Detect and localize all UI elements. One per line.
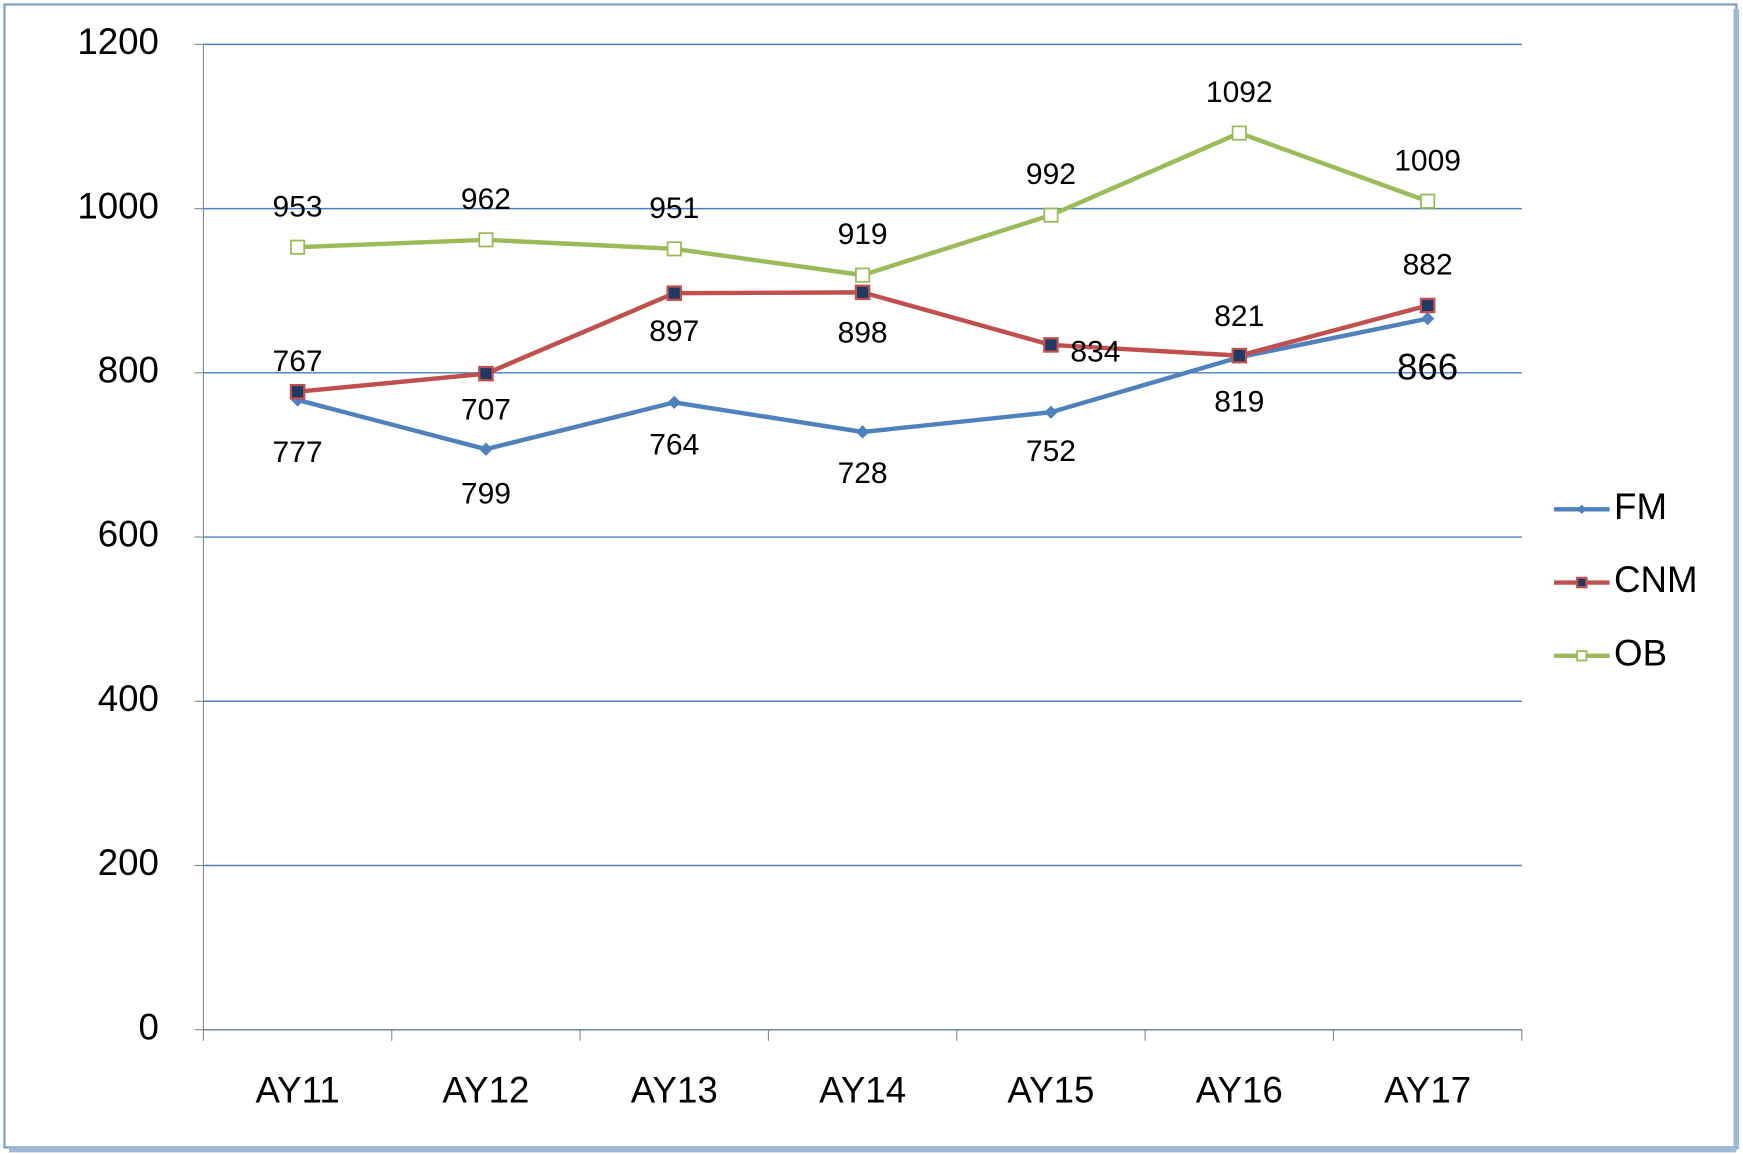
marker bbox=[289, 383, 306, 400]
data-label: 764 bbox=[649, 429, 699, 462]
data-label: 898 bbox=[838, 316, 888, 349]
marker bbox=[667, 395, 681, 410]
marker bbox=[1420, 311, 1435, 326]
data-label: 1092 bbox=[1206, 76, 1273, 109]
marker bbox=[1043, 207, 1059, 223]
data-label: 919 bbox=[838, 218, 888, 251]
marker bbox=[666, 285, 683, 301]
data-label: 866 bbox=[1397, 346, 1458, 387]
x-tick-label: AY15 bbox=[1007, 1070, 1094, 1111]
legend-label: CNM bbox=[1614, 559, 1698, 600]
x-tick-label: AY16 bbox=[1196, 1070, 1283, 1111]
marker bbox=[1231, 125, 1247, 141]
marker bbox=[855, 425, 870, 439]
data-label: 951 bbox=[649, 192, 699, 225]
data-label: 707 bbox=[461, 393, 511, 426]
marker bbox=[1044, 405, 1058, 419]
marker bbox=[855, 267, 871, 283]
marker bbox=[478, 365, 494, 382]
marker bbox=[1576, 650, 1588, 662]
data-label: 819 bbox=[1214, 386, 1264, 419]
marker bbox=[290, 239, 306, 255]
data-label: 992 bbox=[1026, 158, 1076, 191]
data-label: 767 bbox=[273, 345, 323, 378]
y-tick-label: 200 bbox=[98, 842, 159, 883]
marker bbox=[1419, 297, 1436, 314]
data-label: 821 bbox=[1214, 300, 1264, 333]
marker bbox=[666, 241, 682, 257]
data-label: 728 bbox=[838, 457, 888, 490]
data-label: 882 bbox=[1403, 249, 1453, 282]
x-tick-label: AY17 bbox=[1384, 1070, 1471, 1111]
chart-frame bbox=[3, 3, 1738, 1149]
marker bbox=[1577, 504, 1587, 514]
marker bbox=[1043, 337, 1059, 353]
data-label: 777 bbox=[273, 436, 323, 469]
data-label: 953 bbox=[273, 190, 323, 223]
marker bbox=[1576, 576, 1588, 589]
data-label: 752 bbox=[1026, 435, 1076, 468]
marker bbox=[478, 232, 494, 248]
legend-label: OB bbox=[1614, 632, 1667, 673]
data-label: 799 bbox=[461, 478, 511, 511]
y-tick-label: 1000 bbox=[77, 185, 159, 226]
legend-label: FM bbox=[1614, 486, 1667, 527]
x-tick-label: AY11 bbox=[255, 1070, 339, 1111]
data-label: 962 bbox=[461, 183, 511, 216]
y-tick-label: 800 bbox=[98, 350, 159, 391]
marker bbox=[479, 442, 493, 456]
data-label: 834 bbox=[1070, 336, 1120, 369]
y-tick-label: 600 bbox=[98, 514, 159, 555]
marker bbox=[854, 284, 871, 301]
marker bbox=[1420, 193, 1436, 209]
marker bbox=[1231, 347, 1248, 364]
data-label: 897 bbox=[649, 315, 699, 348]
x-tick-label: AY12 bbox=[442, 1070, 529, 1111]
x-tick-label: AY13 bbox=[631, 1070, 718, 1111]
x-tick-label: AY14 bbox=[819, 1070, 906, 1111]
y-tick-label: 1200 bbox=[77, 21, 159, 62]
data-label: 1009 bbox=[1394, 144, 1461, 177]
y-tick-label: 400 bbox=[98, 678, 159, 719]
y-tick-label: 0 bbox=[139, 1006, 159, 1047]
